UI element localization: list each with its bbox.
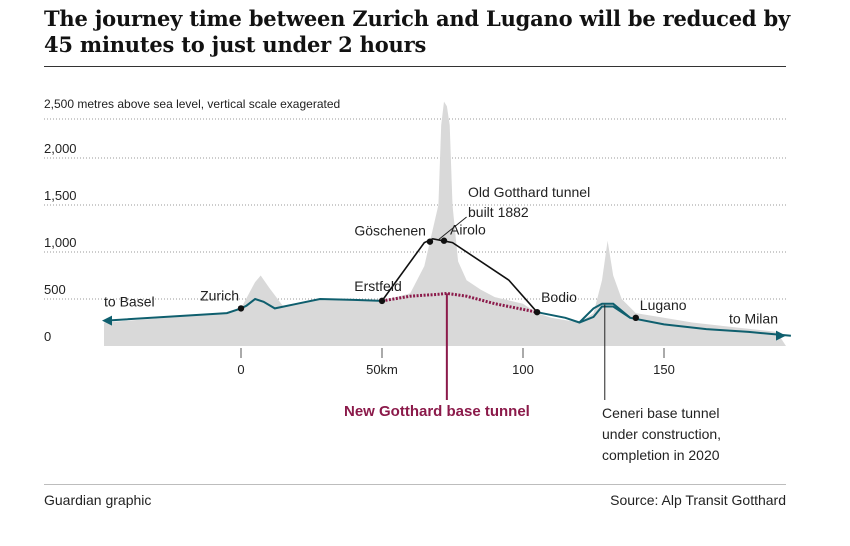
y-axis: 0 500 1,000 1,500 2,000 — [44, 141, 77, 344]
route-line-north — [105, 297, 383, 322]
station-dot — [440, 237, 448, 244]
chart-gridlines — [44, 118, 786, 300]
to-basel-label: to Basel — [104, 294, 155, 310]
route-line-south — [536, 305, 791, 337]
station-label: Bodio — [541, 289, 577, 305]
y-tick-label: 1,500 — [44, 188, 77, 203]
new-base-tunnel-line — [381, 291, 538, 314]
right-arrow-icon — [776, 330, 786, 341]
y-tick-label: 2,000 — [44, 141, 77, 156]
old-tunnel-annotation-line-1: Old Gotthard tunnel — [468, 184, 590, 200]
x-tick-label: 0 — [237, 362, 244, 377]
station-label: Erstfeld — [354, 278, 401, 294]
station-dot — [632, 314, 639, 321]
station-label: Zurich — [200, 287, 239, 303]
x-tick-label: 100 — [512, 362, 534, 377]
x-tick-label: 150 — [653, 362, 675, 377]
y-tick-label: 0 — [44, 329, 51, 344]
new-tunnel-annotation: New Gotthard base tunnel — [344, 403, 530, 420]
ceneri-annotation-line-1: Ceneri base tunnel — [602, 405, 720, 421]
page-title: The journey time between Zurich and Luga… — [44, 6, 791, 57]
footer-divider — [44, 484, 786, 485]
title-divider — [44, 66, 786, 67]
x-tick-label: 50km — [366, 362, 398, 377]
old-tunnel-annotation-line-2: built 1882 — [468, 204, 529, 220]
station-markers: Zurich Erstfeld Göschenen Airolo Bodio Lugano — [200, 222, 687, 321]
old-tunnel-leader-line — [438, 216, 467, 241]
to-milan-label: to Milan — [729, 311, 778, 327]
station-dot — [237, 305, 245, 312]
y-axis-label: 2,500 metres above sea level, vertical s… — [44, 97, 340, 111]
station-dot — [426, 238, 434, 245]
terrain-area — [104, 101, 786, 346]
ceneri-annotation-line-2: under construction, — [602, 426, 721, 442]
y-tick-label: 500 — [44, 282, 66, 297]
station-dot — [533, 308, 541, 316]
footer-credit: Guardian graphic — [44, 492, 152, 508]
ceneri-surface-line — [578, 302, 631, 324]
station-label: Airolo — [450, 222, 486, 238]
station-label: Lugano — [640, 297, 687, 313]
x-axis: 0 50km 100 150 — [237, 348, 675, 377]
left-arrow-icon — [102, 315, 112, 326]
station-dot — [378, 297, 386, 305]
y-tick-label: 1,000 — [44, 235, 77, 250]
footer-source: Source: Alp Transit Gotthard — [610, 492, 786, 508]
ceneri-annotation-line-3: completion in 2020 — [602, 447, 720, 463]
station-label: Göschenen — [354, 223, 426, 239]
